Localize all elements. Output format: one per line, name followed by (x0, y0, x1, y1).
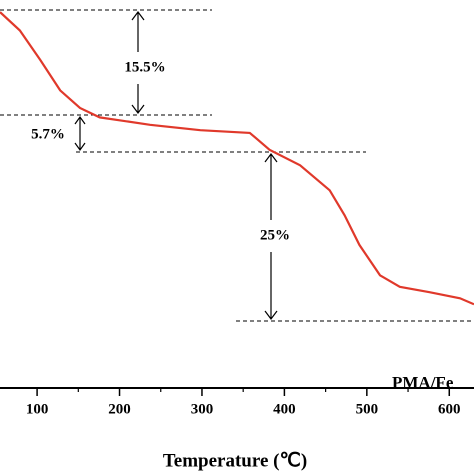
x-axis-label: Temperature (℃) (163, 450, 307, 471)
data-line (0, 11, 474, 306)
arrow (74, 115, 86, 152)
x-tick-label: 500 (356, 401, 379, 417)
x-tick-label: 100 (26, 401, 49, 417)
x-tick-label: 200 (108, 401, 131, 417)
x-tick-label: 400 (273, 401, 296, 417)
x-tick-label: 300 (191, 401, 214, 417)
arrow (131, 11, 145, 114)
annotation: 25% (260, 227, 290, 243)
annotation: 5.7% (31, 126, 65, 142)
x-tick-label: 600 (438, 401, 461, 417)
annotation: 15.5% (124, 59, 165, 75)
legend-label: PMA/Fe (392, 373, 454, 392)
arrow (264, 153, 278, 320)
